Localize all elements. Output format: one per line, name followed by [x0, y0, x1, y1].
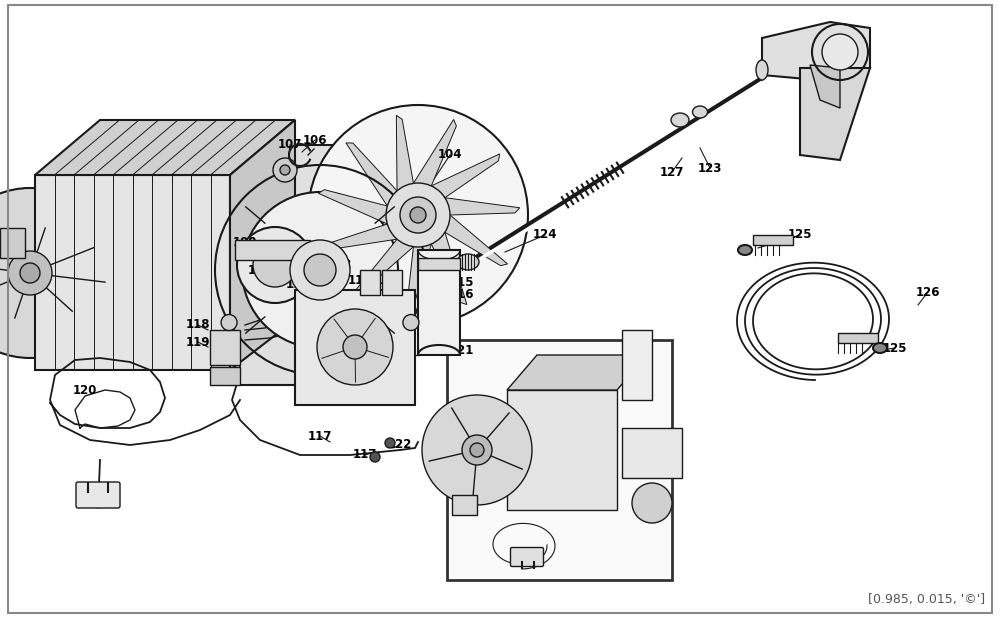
Text: 125: 125 — [788, 229, 812, 242]
Text: 119: 119 — [186, 336, 210, 349]
Polygon shape — [431, 232, 467, 305]
Circle shape — [403, 315, 419, 331]
Bar — [418, 258, 460, 270]
Polygon shape — [356, 239, 413, 297]
Ellipse shape — [738, 245, 752, 255]
Circle shape — [280, 165, 290, 175]
Polygon shape — [507, 355, 647, 390]
Circle shape — [242, 192, 398, 348]
Text: [0.985, 0.015, '©']: [0.985, 0.015, '©'] — [868, 593, 985, 606]
Polygon shape — [35, 120, 295, 175]
Bar — [295, 290, 415, 405]
Text: 120: 120 — [73, 384, 97, 397]
Polygon shape — [810, 65, 840, 108]
Circle shape — [317, 309, 393, 385]
Text: 126: 126 — [916, 286, 940, 298]
Text: 122: 122 — [388, 439, 412, 452]
Text: 123: 123 — [698, 161, 722, 174]
Circle shape — [304, 254, 336, 286]
Bar — [0, 228, 25, 258]
Polygon shape — [35, 175, 230, 370]
Ellipse shape — [873, 343, 887, 353]
Circle shape — [385, 438, 395, 448]
Text: 104: 104 — [438, 148, 462, 161]
Text: 110: 110 — [298, 266, 322, 279]
Circle shape — [422, 395, 532, 505]
Polygon shape — [413, 119, 456, 186]
Polygon shape — [800, 68, 870, 160]
Polygon shape — [507, 390, 617, 510]
Text: 116: 116 — [450, 289, 474, 302]
Circle shape — [0, 188, 115, 358]
Text: 105: 105 — [378, 308, 402, 321]
Polygon shape — [445, 198, 520, 215]
Circle shape — [20, 263, 40, 283]
Polygon shape — [445, 215, 508, 266]
Text: 121: 121 — [450, 344, 474, 357]
Text: 107: 107 — [278, 138, 302, 151]
Circle shape — [386, 183, 450, 247]
FancyBboxPatch shape — [76, 482, 120, 508]
Bar — [622, 330, 652, 400]
Text: 108: 108 — [233, 235, 257, 248]
Polygon shape — [235, 240, 310, 260]
Circle shape — [400, 197, 436, 233]
Text: 111: 111 — [286, 279, 310, 292]
Bar — [382, 270, 402, 295]
Text: 115: 115 — [450, 276, 474, 289]
Bar — [622, 428, 682, 478]
Circle shape — [822, 34, 858, 70]
Circle shape — [470, 443, 484, 457]
Text: 125: 125 — [883, 342, 907, 355]
Bar — [838, 333, 878, 343]
Circle shape — [221, 315, 237, 331]
Polygon shape — [406, 244, 431, 317]
Text: 124: 124 — [533, 229, 557, 242]
Polygon shape — [322, 224, 397, 251]
Polygon shape — [230, 145, 365, 385]
Polygon shape — [346, 143, 397, 206]
Circle shape — [237, 227, 313, 303]
FancyBboxPatch shape — [511, 548, 544, 567]
Circle shape — [308, 105, 528, 325]
Polygon shape — [396, 116, 413, 191]
Bar — [418, 250, 460, 355]
Bar — [210, 330, 240, 365]
Circle shape — [370, 452, 380, 462]
Circle shape — [253, 243, 297, 287]
Circle shape — [8, 251, 52, 295]
Ellipse shape — [671, 113, 689, 127]
Text: 112: 112 — [328, 258, 352, 271]
Text: 118: 118 — [186, 318, 210, 331]
Bar — [210, 367, 240, 385]
Bar — [753, 235, 793, 245]
Text: 109: 109 — [248, 263, 272, 276]
Bar — [360, 270, 380, 295]
Text: 117: 117 — [308, 430, 332, 442]
Ellipse shape — [692, 106, 708, 118]
Ellipse shape — [457, 254, 479, 270]
Circle shape — [290, 240, 350, 300]
Circle shape — [410, 207, 426, 223]
Polygon shape — [431, 154, 500, 198]
Text: 106: 106 — [303, 133, 327, 146]
Polygon shape — [318, 190, 387, 224]
Text: 127: 127 — [660, 166, 684, 179]
Circle shape — [632, 483, 672, 523]
Bar — [452, 495, 477, 515]
Bar — [447, 340, 672, 580]
Circle shape — [343, 335, 367, 359]
Text: 117: 117 — [353, 449, 377, 462]
Ellipse shape — [756, 60, 768, 80]
Circle shape — [273, 158, 297, 182]
Circle shape — [462, 435, 492, 465]
Text: 113: 113 — [348, 274, 372, 287]
Polygon shape — [762, 22, 870, 82]
Text: 114: 114 — [368, 274, 392, 287]
Polygon shape — [230, 120, 295, 370]
